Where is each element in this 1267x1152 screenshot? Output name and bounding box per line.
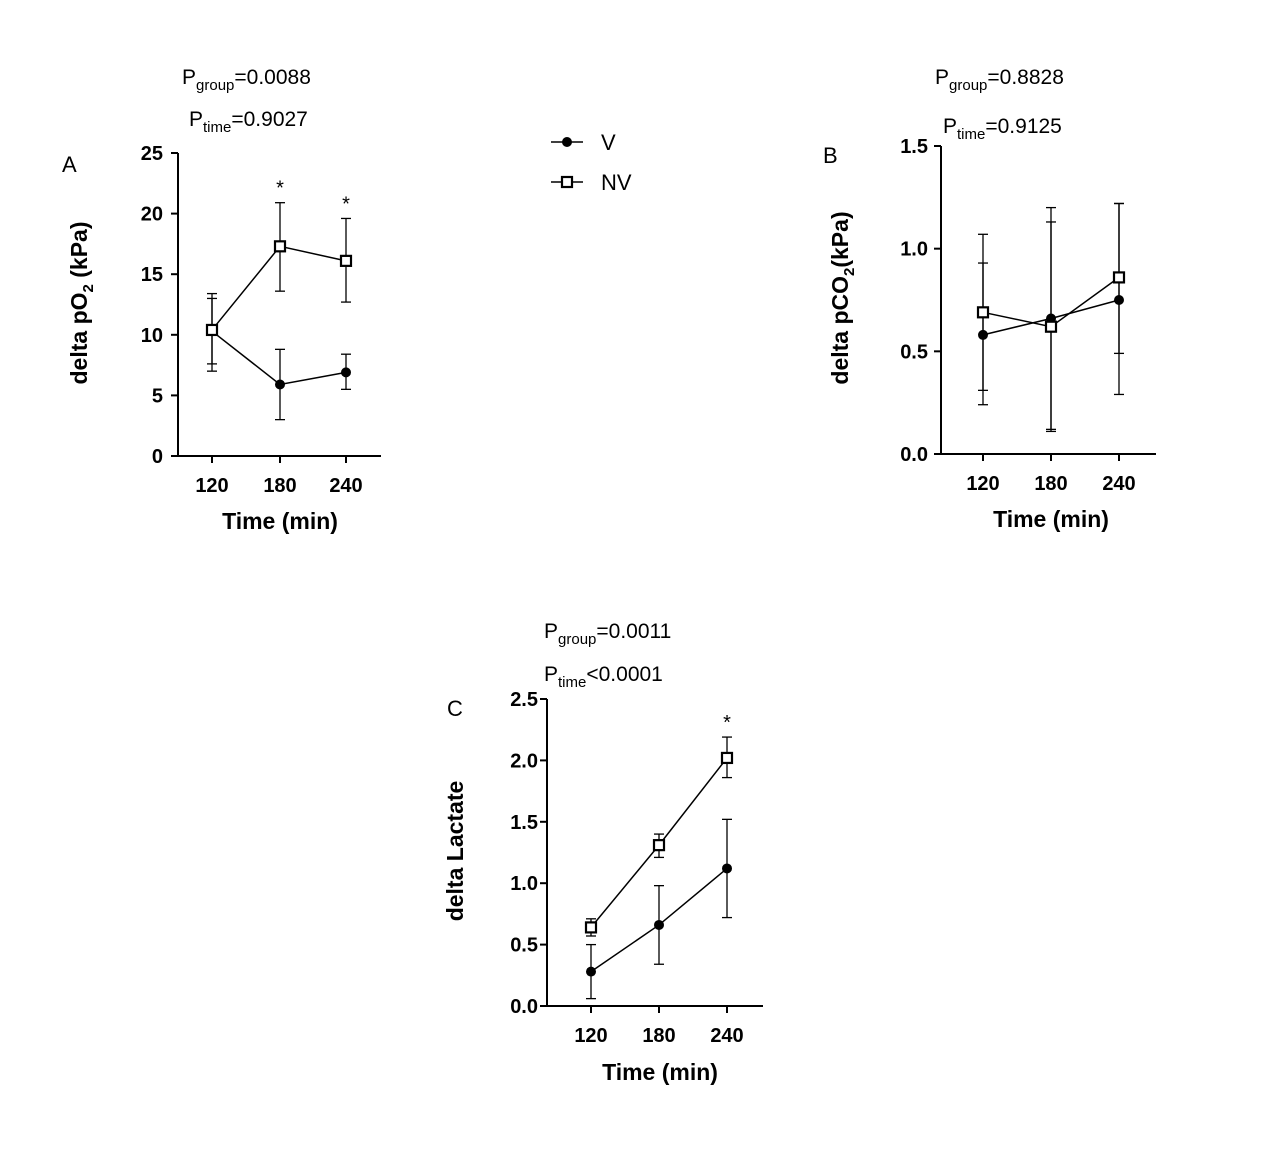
panel-c-y-tick-label: 2.0 bbox=[510, 750, 538, 772]
panel-a-point-nv bbox=[273, 240, 287, 253]
panel-a-x-tick-label: 240 bbox=[329, 475, 362, 497]
panel-b-point-v bbox=[1114, 295, 1124, 305]
panel-a-y-tick-label: 10 bbox=[141, 325, 163, 347]
panel-c-y-tick-label: 0.5 bbox=[510, 935, 538, 957]
panel-a-y-tick-label: 5 bbox=[152, 385, 163, 407]
panel-a-x-tick-label: 180 bbox=[263, 475, 296, 497]
panel-a-p-time: Ptime=0.9027 bbox=[189, 108, 308, 136]
panel-b-point-nv bbox=[1112, 271, 1126, 284]
panel-c-plot: 0.0 0.5 1.0 1.5 2.0 2.5 120 180 240 * bbox=[510, 689, 763, 1047]
panel-a-point-nv bbox=[339, 254, 353, 267]
panel-c-y-tick-label: 2.5 bbox=[510, 689, 538, 711]
panel-c-point-v bbox=[654, 919, 664, 930]
panel-b-y-axis-title: delta pCO2(kPa) bbox=[827, 211, 858, 384]
legend: V NV bbox=[551, 130, 632, 195]
panel-b-p-group: Pgroup=0.8828 bbox=[935, 66, 1064, 94]
panel-a-plot: 0 5 10 15 20 25 120 180 240 * * bbox=[141, 143, 381, 497]
panel-c-x-axis-title: Time (min) bbox=[602, 1059, 718, 1085]
panel-b-x-tick-label: 180 bbox=[1034, 473, 1067, 495]
panel-c-y-axis-title: delta Lactate bbox=[442, 781, 468, 922]
panel-c-point-nv bbox=[720, 751, 734, 765]
panel-c-x-tick-label: 180 bbox=[642, 1025, 675, 1047]
panel-b-letter: B bbox=[823, 143, 838, 168]
panel-b: B Pgroup=0.8828 Ptime=0.9125 delta pCO2(… bbox=[823, 66, 1156, 532]
panel-b-x-tick-label: 240 bbox=[1102, 473, 1135, 495]
panel-c-p-group: Pgroup=0.0011 bbox=[544, 620, 671, 648]
panel-b-y-tick-label: 1.5 bbox=[900, 136, 928, 158]
legend-marker-v bbox=[562, 137, 572, 147]
panel-c-significance-star: * bbox=[723, 712, 731, 734]
panel-a-significance-star: * bbox=[342, 193, 350, 215]
panel-c-letter: C bbox=[447, 696, 463, 721]
panel-c-y-tick-label: 0.0 bbox=[510, 996, 538, 1018]
panel-a-y-axis-title: delta pO2 (kPa) bbox=[66, 222, 97, 385]
panel-a: A Pgroup=0.0088 Ptime=0.9027 delta pO2 (… bbox=[62, 66, 381, 534]
legend-item-nv: NV bbox=[551, 170, 632, 195]
panel-a-x-tick-label: 120 bbox=[195, 475, 228, 497]
panel-b-point-v bbox=[978, 329, 988, 340]
panel-c-x-tick-label: 240 bbox=[710, 1025, 743, 1047]
legend-marker-nv bbox=[560, 175, 574, 189]
panel-b-p-time: Ptime=0.9125 bbox=[943, 115, 1062, 143]
panel-b-y-tick-label: 0.5 bbox=[900, 341, 928, 363]
legend-item-v: V bbox=[551, 130, 616, 155]
panel-c-point-v bbox=[722, 863, 732, 874]
panel-b-x-tick-label: 120 bbox=[966, 473, 999, 495]
panel-a-y-tick-label: 0 bbox=[152, 446, 163, 468]
panel-b-point-nv bbox=[1044, 320, 1058, 333]
panel-b-y-tick-label: 1.0 bbox=[900, 239, 928, 261]
panel-a-x-axis-title: Time (min) bbox=[222, 508, 338, 534]
panel-c-point-nv bbox=[584, 921, 598, 934]
panel-c-y-tick-label: 1.5 bbox=[510, 812, 538, 834]
legend-label-v: V bbox=[601, 130, 616, 155]
panel-b-y-tick-label: 0.0 bbox=[900, 444, 928, 466]
panel-a-y-tick-label: 25 bbox=[141, 143, 163, 165]
panel-b-plot: 0.0 0.5 1.0 1.5 120 180 240 bbox=[900, 136, 1156, 495]
panel-a-y-tick-label: 20 bbox=[141, 204, 163, 226]
panel-b-point-nv bbox=[976, 306, 990, 319]
panel-a-point-v bbox=[275, 379, 285, 390]
panel-a-p-group: Pgroup=0.0088 bbox=[182, 66, 311, 94]
legend-label-nv: NV bbox=[601, 170, 632, 195]
panel-a-y-tick-label: 15 bbox=[141, 264, 163, 286]
panel-a-point-nv bbox=[205, 323, 219, 337]
panel-a-significance-star: * bbox=[276, 178, 284, 200]
panel-a-letter: A bbox=[62, 152, 77, 177]
panel-a-point-v bbox=[341, 367, 351, 378]
panel-c-p-time: Ptime<0.0001 bbox=[544, 663, 663, 691]
panel-c-point-v bbox=[586, 966, 596, 977]
panel-c: C Pgroup=0.0011 Ptime<0.0001 delta Lacta… bbox=[442, 620, 763, 1085]
panel-c-x-tick-label: 120 bbox=[574, 1025, 607, 1047]
panel-c-y-tick-label: 1.0 bbox=[510, 873, 538, 895]
panel-b-x-axis-title: Time (min) bbox=[993, 506, 1109, 532]
panel-c-point-nv bbox=[652, 839, 666, 852]
